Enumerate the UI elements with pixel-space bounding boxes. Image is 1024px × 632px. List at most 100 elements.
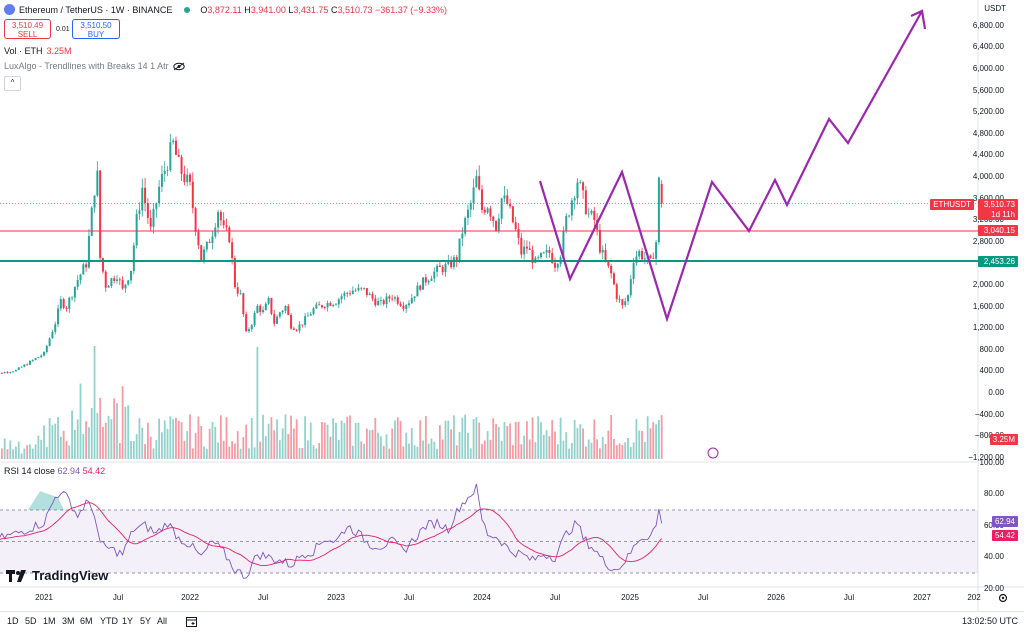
candle-body bbox=[307, 316, 309, 317]
volume-bar bbox=[40, 440, 42, 459]
volume-bar bbox=[251, 418, 253, 459]
candle-body bbox=[211, 236, 213, 242]
collapse-legend-button[interactable]: ^ bbox=[4, 76, 21, 91]
volume-bar bbox=[192, 448, 194, 459]
utc-clock[interactable]: 13:02:50 UTC bbox=[962, 616, 1018, 626]
range-button-1m[interactable]: 1M bbox=[43, 616, 56, 626]
candle-body bbox=[240, 293, 242, 294]
candle-body bbox=[380, 300, 382, 301]
range-button-ytd[interactable]: YTD bbox=[100, 616, 118, 626]
candle-body bbox=[518, 229, 520, 238]
eye-icon[interactable] bbox=[173, 62, 185, 71]
currency-label[interactable]: USDT bbox=[984, 4, 1006, 13]
candle-body bbox=[520, 238, 522, 255]
candle-body bbox=[228, 227, 230, 242]
candle-body bbox=[605, 250, 607, 261]
volume-bar bbox=[301, 448, 303, 459]
volume-bar bbox=[456, 445, 458, 459]
candle-body bbox=[565, 216, 567, 231]
volume-bar bbox=[377, 433, 379, 459]
rsi-legend[interactable]: RSI 14 close 62.94 54.42 bbox=[4, 466, 105, 476]
range-button-1d[interactable]: 1D bbox=[7, 616, 19, 626]
time-axis-label: 2021 bbox=[35, 593, 53, 602]
volume-bar bbox=[186, 431, 188, 459]
candle-body bbox=[251, 325, 253, 329]
candle-body bbox=[172, 141, 174, 142]
range-button-1y[interactable]: 1Y bbox=[122, 616, 133, 626]
volume-bar bbox=[158, 419, 160, 459]
volume-bar bbox=[212, 422, 214, 459]
candle-body bbox=[54, 324, 56, 332]
volume-bar bbox=[259, 442, 261, 459]
volume-bar bbox=[563, 441, 565, 459]
price-axis-label: 1,600.00 bbox=[960, 302, 1004, 311]
candle-body bbox=[313, 308, 315, 314]
candle-body bbox=[110, 278, 112, 286]
volume-bar bbox=[203, 446, 205, 459]
volume-bar bbox=[360, 441, 362, 459]
tradingview-logo[interactable]: TradingView bbox=[6, 568, 108, 583]
candle-body bbox=[630, 279, 632, 295]
candle-body bbox=[433, 272, 435, 279]
candle-body bbox=[459, 238, 461, 261]
volume-bar bbox=[7, 449, 9, 459]
candle-body bbox=[265, 304, 267, 310]
candle-body bbox=[169, 142, 171, 170]
settings-icon[interactable] bbox=[997, 592, 1009, 604]
volume-bar bbox=[445, 421, 447, 459]
price-axis-label: −400.00 bbox=[960, 410, 1004, 419]
volume-bar bbox=[593, 419, 595, 459]
volume-bar bbox=[254, 447, 256, 459]
symbol-title[interactable]: Ethereum / TetherUS · 1W · BINANCE bbox=[19, 5, 172, 15]
candle-body bbox=[619, 299, 621, 300]
volume-bar bbox=[425, 416, 427, 459]
volume-bar bbox=[621, 445, 623, 459]
candle-body bbox=[284, 306, 286, 311]
rsi-axis-label: 100.00 bbox=[960, 458, 1004, 467]
date-range-icon[interactable] bbox=[186, 616, 197, 629]
candle-body bbox=[419, 286, 421, 290]
volume-bar bbox=[661, 415, 663, 459]
candle-body bbox=[571, 200, 573, 215]
candle-body bbox=[366, 288, 368, 295]
candle-body bbox=[400, 304, 402, 306]
range-button-6m[interactable]: 6M bbox=[80, 616, 93, 626]
price-axis-label: 2,000.00 bbox=[960, 280, 1004, 289]
candle-body bbox=[327, 303, 329, 307]
volume-bar bbox=[85, 421, 87, 459]
range-button-3m[interactable]: 3M bbox=[62, 616, 75, 626]
volume-bar bbox=[144, 444, 146, 459]
volume-bar bbox=[638, 431, 640, 459]
volume-bar bbox=[473, 419, 475, 459]
close-value: 3,510.73 bbox=[337, 5, 372, 15]
volume-bar bbox=[237, 431, 239, 459]
chart-canvas[interactable] bbox=[0, 0, 1024, 611]
range-button-5y[interactable]: 5Y bbox=[140, 616, 151, 626]
buy-button[interactable]: 3,510.50 BUY bbox=[72, 19, 120, 39]
candle-body bbox=[164, 171, 166, 174]
rsi-value: 62.94 bbox=[58, 466, 81, 476]
volume-legend[interactable]: Vol · ETH 3.25M bbox=[4, 46, 72, 56]
candle-body bbox=[349, 293, 351, 294]
volume-bar bbox=[641, 431, 643, 459]
candle-body bbox=[341, 296, 343, 299]
volume-bar bbox=[512, 445, 514, 459]
candle-body bbox=[220, 212, 222, 220]
volume-bar bbox=[579, 424, 581, 459]
volume-bar bbox=[265, 436, 267, 459]
volume-bar bbox=[349, 415, 351, 459]
volume-bar bbox=[248, 448, 250, 459]
volume-bar bbox=[372, 430, 374, 459]
sell-button[interactable]: 3,510.49 SELL bbox=[4, 19, 51, 39]
candle-body bbox=[546, 250, 548, 252]
range-button-all[interactable]: All bbox=[157, 616, 167, 626]
time-axis-label: 2026 bbox=[767, 593, 785, 602]
volume-bar bbox=[484, 440, 486, 459]
candle-body bbox=[512, 206, 514, 222]
luxalgo-legend[interactable]: LuxAlgo - Trendlines with Breaks 14 1 At… bbox=[4, 61, 185, 71]
candle-body bbox=[231, 242, 233, 258]
candle-body bbox=[574, 198, 576, 200]
candle-body bbox=[633, 263, 635, 279]
range-button-5d[interactable]: 5D bbox=[25, 616, 37, 626]
candle-body bbox=[4, 372, 6, 373]
